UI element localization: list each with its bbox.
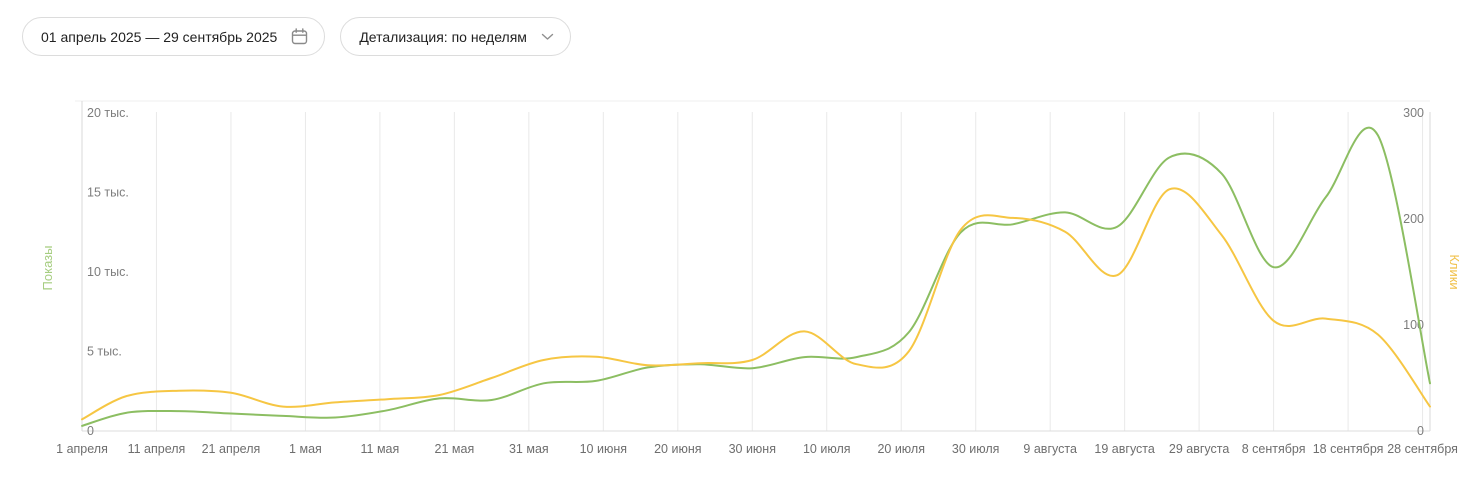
left-tick-label: 20 тыс. bbox=[87, 106, 129, 120]
calendar-icon bbox=[291, 28, 308, 45]
left-tick-label: 0 bbox=[87, 424, 94, 438]
x-tick-label: 28 сентября bbox=[1387, 442, 1458, 456]
x-tick-label: 11 мая bbox=[361, 442, 400, 456]
x-tick-label: 8 сентября bbox=[1242, 442, 1306, 456]
x-tick-label: 10 июля bbox=[803, 442, 851, 456]
x-tick-label: 1 мая bbox=[289, 442, 322, 456]
x-tick-label: 9 августа bbox=[1023, 442, 1077, 456]
detailing-label: Детализация: по неделям bbox=[359, 28, 527, 45]
date-range-label: 01 апрель 2025 — 29 сентябрь 2025 bbox=[41, 28, 278, 45]
x-tick-label: 18 сентября bbox=[1313, 442, 1384, 456]
right-tick-label: 300 bbox=[1403, 106, 1424, 120]
x-tick-label: 11 апреля bbox=[128, 442, 186, 456]
x-tick-label: 31 мая bbox=[509, 442, 549, 456]
right-tick-label: 0 bbox=[1417, 424, 1424, 438]
left-tick-label: 15 тыс. bbox=[87, 186, 129, 200]
chevron-down-icon bbox=[541, 33, 554, 41]
series-line-impressions bbox=[81, 126, 1431, 427]
x-tick-label: 29 августа bbox=[1169, 442, 1229, 456]
right-axis-title: Клики bbox=[1447, 254, 1462, 289]
x-tick-label: 30 июля bbox=[952, 442, 1000, 456]
left-axis-title: Показы bbox=[40, 246, 55, 291]
left-tick-label: 10 тыс. bbox=[87, 265, 129, 279]
left-tick-label: 5 тыс. bbox=[87, 345, 122, 359]
x-tick-label: 20 июля bbox=[877, 442, 925, 456]
right-tick-label: 200 bbox=[1403, 212, 1424, 226]
x-tick-label: 19 августа bbox=[1094, 442, 1154, 456]
x-tick-label: 30 июня bbox=[729, 442, 776, 456]
chart-controls: 01 апрель 2025 — 29 сентябрь 2025 Детали… bbox=[22, 17, 571, 56]
x-tick-label: 21 мая bbox=[435, 442, 475, 456]
x-tick-label: 10 июня bbox=[580, 442, 627, 456]
date-range-picker[interactable]: 01 апрель 2025 — 29 сентябрь 2025 bbox=[22, 17, 326, 56]
x-tick-label: 20 июня bbox=[654, 442, 701, 456]
x-tick-label: 21 апреля bbox=[202, 442, 261, 456]
detailing-dropdown[interactable]: Детализация: по неделям bbox=[340, 17, 571, 56]
x-tick-label: 1 апреля bbox=[56, 442, 108, 456]
series-line-clicks bbox=[81, 187, 1431, 421]
